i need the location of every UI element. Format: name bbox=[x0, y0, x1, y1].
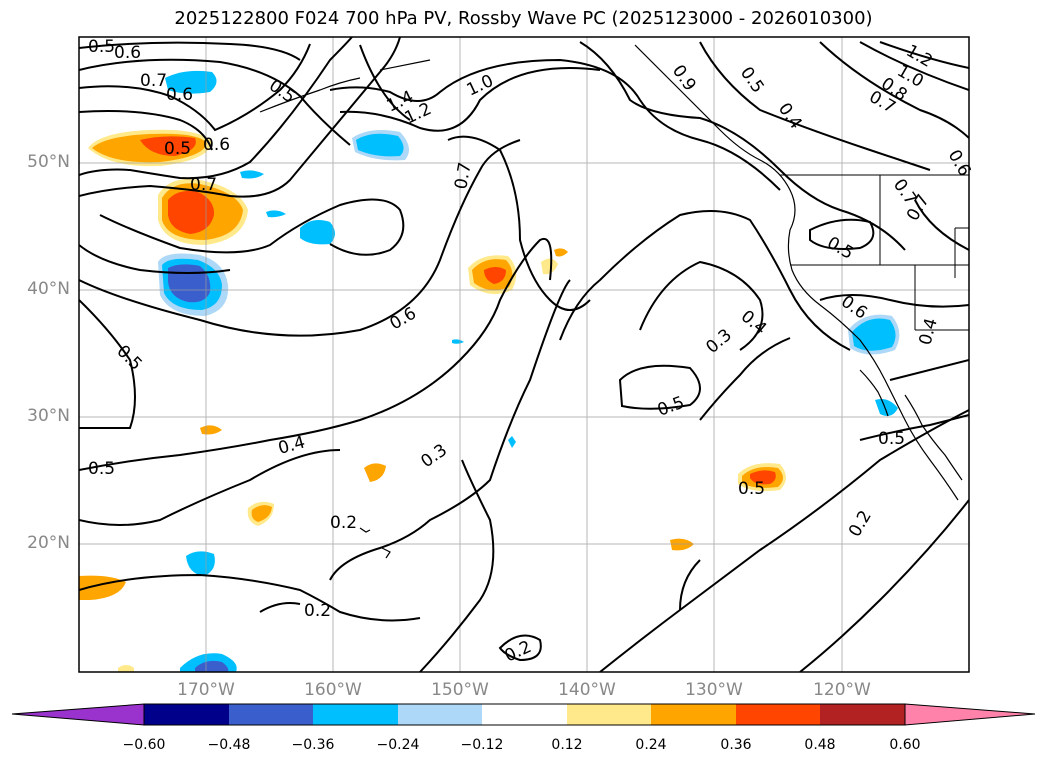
contour-label: 0.5 bbox=[88, 37, 115, 57]
colorbar-tick: −0.24 bbox=[376, 737, 420, 753]
colorbar-tick: −0.12 bbox=[460, 737, 504, 753]
lat-label: 40°N bbox=[27, 279, 70, 299]
contour-label: 0.2 bbox=[330, 513, 357, 533]
colorbar-segment bbox=[482, 704, 567, 725]
small-positive-anomaly bbox=[251, 505, 272, 522]
colorbar-tick: 0.12 bbox=[551, 737, 583, 753]
colorbar-segment bbox=[736, 704, 820, 725]
lon-label: 140°W bbox=[558, 680, 616, 700]
contour-label: 0.7 bbox=[451, 161, 475, 191]
small-positive-anomaly bbox=[364, 463, 386, 482]
colorbar-extend-low bbox=[11, 703, 145, 726]
colorbar-segment bbox=[313, 704, 398, 725]
map-title: 2025122800 F024 700 hPa PV, Rossby Wave … bbox=[174, 8, 873, 29]
political-borders bbox=[780, 174, 969, 331]
negative-anomaly-top bbox=[165, 70, 217, 94]
colorbar-tick: −0.48 bbox=[207, 737, 251, 753]
lat-label: 20°N bbox=[27, 533, 70, 553]
lon-label: 120°W bbox=[813, 680, 871, 700]
colorbar-tick: 0.36 bbox=[720, 737, 752, 753]
colorbar-border bbox=[143, 703, 906, 726]
negative-anomaly-155w-50n bbox=[352, 130, 409, 161]
small-negative-anomaly bbox=[186, 551, 215, 576]
contour-label: 0.7 bbox=[190, 175, 217, 195]
colorbar bbox=[11, 703, 1036, 726]
gridlines bbox=[79, 37, 969, 672]
lon-label: 130°W bbox=[685, 680, 743, 700]
colorbar-tick: 0.48 bbox=[804, 737, 836, 753]
small-negative-anomaly bbox=[508, 436, 516, 448]
pv-contours bbox=[79, 37, 969, 672]
lat-label: 30°N bbox=[27, 406, 70, 426]
positive-anomaly-west-45n bbox=[158, 179, 248, 245]
colorbar-segment bbox=[229, 704, 313, 725]
positive-anomaly-west-50n bbox=[88, 129, 212, 167]
colorbar-tick: 0.24 bbox=[635, 737, 667, 753]
lat-label: 50°N bbox=[27, 152, 70, 172]
contour-label: 0.5 bbox=[164, 139, 191, 159]
contour-label: 0.7 bbox=[140, 71, 167, 91]
small-negative-anomaly bbox=[240, 170, 264, 179]
contour-label: 0.5 bbox=[88, 459, 115, 479]
colorbar-segment bbox=[567, 704, 651, 725]
lon-label: 150°W bbox=[431, 680, 489, 700]
negative-anomaly-bottom bbox=[180, 653, 237, 672]
positive-anomaly-126w-25n bbox=[738, 463, 786, 492]
small-negative-anomaly bbox=[452, 339, 464, 344]
colorbar-tick: −0.36 bbox=[291, 737, 335, 753]
contour-label: 0.2 bbox=[304, 601, 331, 621]
negative-anomaly-120w-37n bbox=[848, 314, 900, 355]
map-border bbox=[78, 36, 970, 673]
colorbar-segment bbox=[651, 704, 736, 725]
small-positive-anomaly bbox=[118, 665, 134, 672]
small-negative-anomaly bbox=[266, 210, 286, 218]
negative-anomaly-west-40n bbox=[158, 253, 229, 316]
negative-anomaly-162w-45n bbox=[300, 220, 335, 245]
contour-label: 0.6 bbox=[166, 85, 193, 105]
lon-label: 160°W bbox=[304, 680, 362, 700]
small-positive-anomaly bbox=[670, 538, 694, 551]
map-frame bbox=[79, 37, 969, 672]
anomaly-shading bbox=[79, 70, 900, 672]
contour-label: 0.5 bbox=[878, 429, 905, 449]
colorbar-tick: −0.60 bbox=[122, 737, 166, 753]
colorbar-segment bbox=[144, 704, 229, 725]
colorbar-extend-high bbox=[904, 703, 1036, 726]
contour-label: 0.5 bbox=[738, 479, 765, 499]
colorbar-tick: 0.60 bbox=[889, 737, 921, 753]
colorbar-segment bbox=[398, 704, 482, 725]
contour-label: 0.6 bbox=[203, 135, 230, 155]
small-negative-anomaly bbox=[875, 399, 898, 416]
small-positive-anomaly bbox=[541, 258, 558, 275]
contour-label: 0.6 bbox=[114, 43, 141, 63]
colorbar-segment bbox=[820, 704, 905, 725]
positive-anomaly-147w-42n bbox=[468, 255, 517, 294]
coastlines bbox=[259, 44, 963, 559]
small-positive-anomaly bbox=[554, 248, 568, 257]
lon-label: 170°W bbox=[177, 680, 235, 700]
